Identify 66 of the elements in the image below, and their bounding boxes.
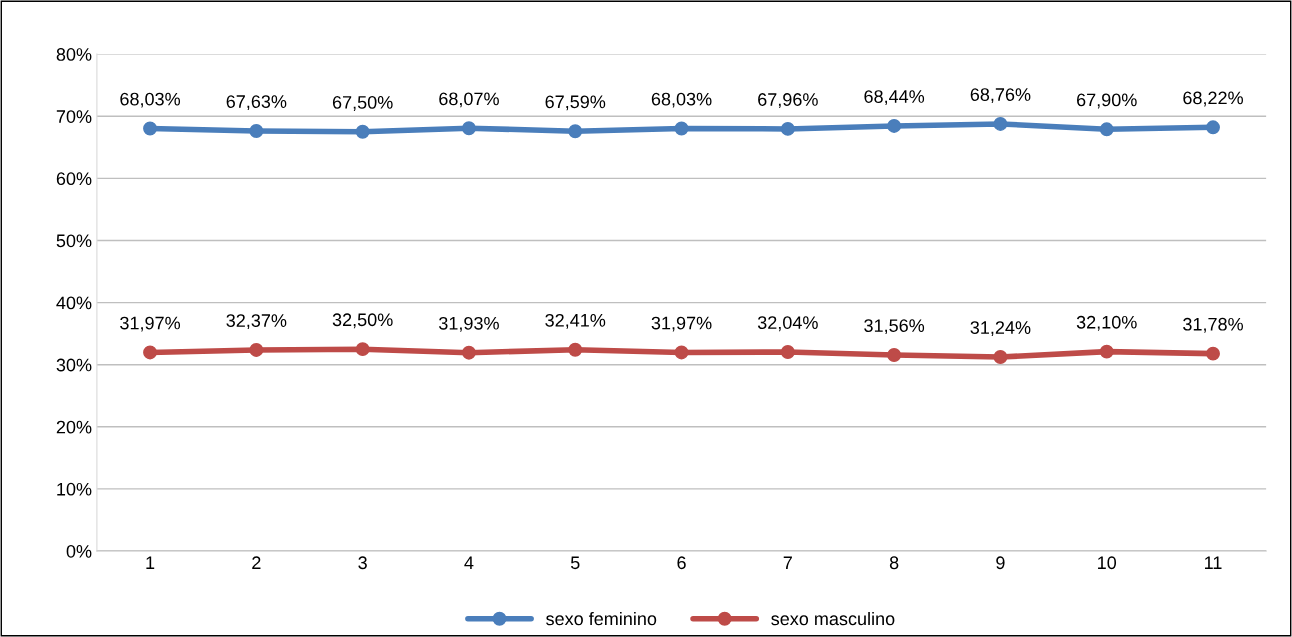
y-tick-label: 50% [56,234,92,248]
data-label: 67,96% [758,93,818,109]
point [461,121,476,136]
point [780,121,795,136]
x-tick-label: 9 [996,556,1005,570]
point [1099,122,1114,137]
data-label: 68,03% [651,92,712,108]
data-label: 32,37% [226,314,287,330]
point [568,124,583,139]
y-tick-label: 40% [56,296,92,310]
data-label: 68,03% [120,92,181,108]
x-tick-label: 6 [677,556,686,570]
x-tick-label: 3 [358,556,367,570]
point [1206,346,1220,361]
point [249,343,264,357]
y-tick-label: 0% [66,544,92,558]
y-tick-label: 30% [56,358,92,372]
data-label: 68,76% [970,88,1031,104]
point [993,117,1008,131]
data-label: 31,78% [1183,317,1243,333]
data-label: 67,90% [1077,93,1137,109]
y-tick-label: 10% [57,482,92,496]
y-tick-label: 20% [56,420,92,434]
point [143,121,157,136]
data-label: 31,93% [439,316,499,332]
data-label: 67,59% [545,95,606,111]
x-tick-label: 11 [1205,556,1222,569]
x-tick-label: 1 [146,556,155,569]
x-tick-label: 4 [464,556,474,569]
point [887,348,902,362]
data-label: 31,97% [651,316,712,332]
x-tick-label: 7 [783,556,792,569]
point [780,345,795,359]
legend-label: sexo feminino [546,611,657,626]
data-label: 32,50% [332,313,393,329]
data-label: 67,50% [332,95,393,111]
legend-label: sexo masculino [771,611,895,626]
data-label: 32,10% [1076,315,1137,331]
y-tick-label: 70% [56,110,92,123]
data-label: 67,63% [226,95,287,111]
point [249,124,264,138]
data-label: 31,24% [970,321,1031,337]
x-tick-label: 10 [1098,556,1117,570]
point [355,342,370,357]
x-tick-label: 2 [252,556,261,569]
point [355,124,370,139]
data-label: 68,44% [864,90,925,106]
data-label: 31,97% [120,316,181,332]
point [568,342,583,357]
point [461,345,476,360]
point [887,118,902,133]
data-label: 32,41% [545,313,606,329]
x-tick-label: 8 [889,556,899,570]
data-label: 68,07% [439,92,499,108]
point [674,345,689,360]
point [1206,120,1220,135]
y-tick-label: 80% [56,48,92,61]
x-tick-label: 5 [570,556,580,570]
data-label: 31,56% [864,319,925,335]
data-label: 68,22% [1183,91,1243,107]
point [143,345,157,360]
point [993,350,1008,364]
point [1099,344,1114,359]
y-tick-label: 60% [56,172,92,186]
point [674,121,689,136]
data-label: 32,04% [757,316,818,332]
